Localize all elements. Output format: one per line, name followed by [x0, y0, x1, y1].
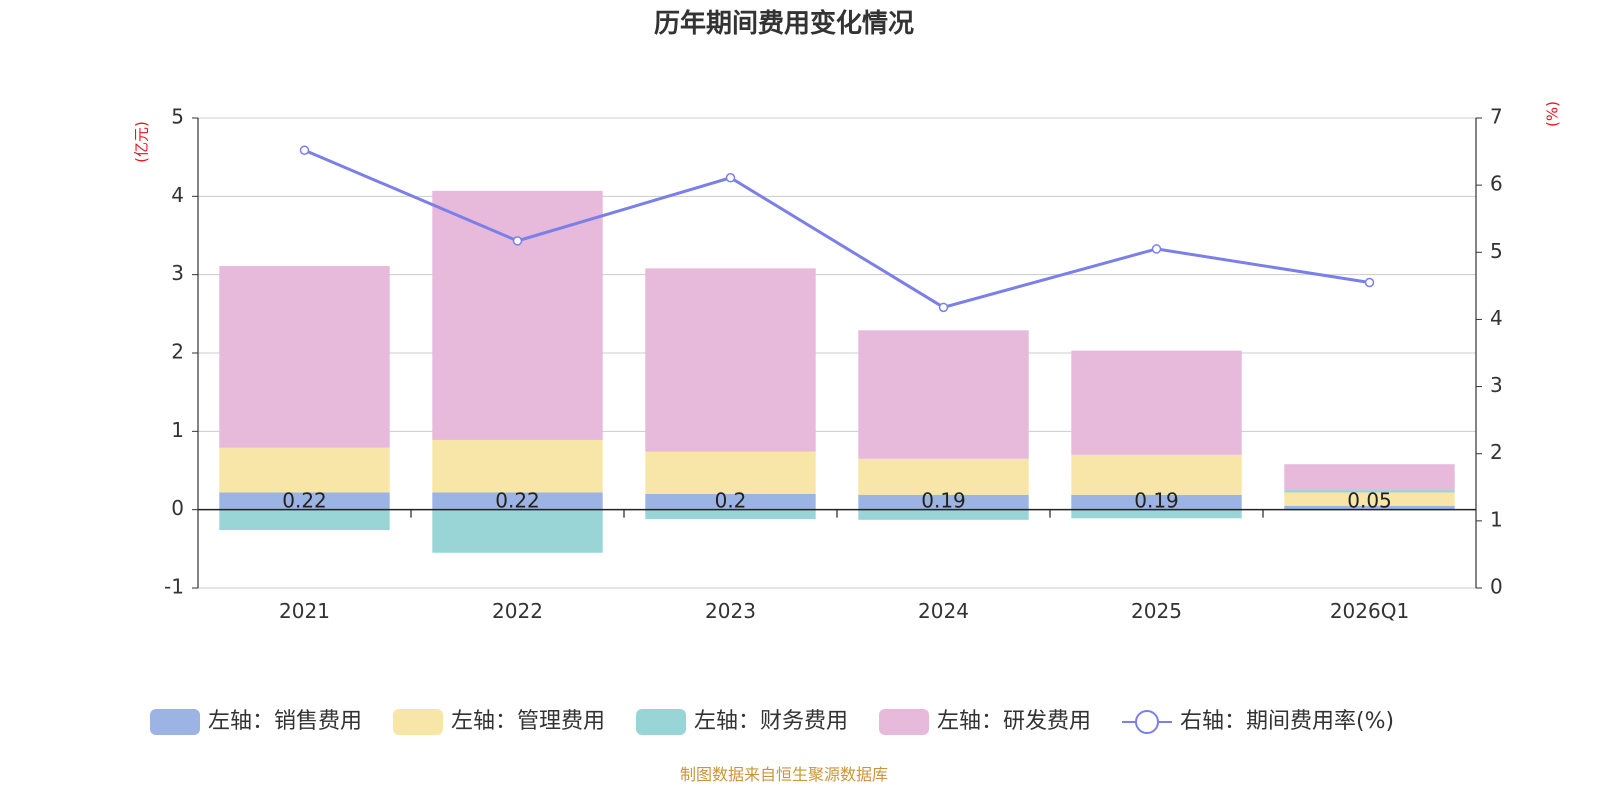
bar-2022-s1 [432, 439, 603, 493]
legend-label: 左轴：财务费用 [694, 709, 848, 734]
bar-2026Q1-s3 [1284, 464, 1455, 491]
rate-point [299, 145, 310, 155]
data-label-sales: 0.2 [715, 489, 747, 513]
legend-swatch-icon [150, 709, 200, 735]
bar-2025-s0 [1071, 494, 1242, 510]
rate-line-path [303, 148, 1370, 309]
data-label-sales: 0.22 [495, 489, 540, 513]
bar-2026Q1-s0 [1284, 505, 1455, 510]
category-label: 2025 [1131, 599, 1182, 623]
rate-line [299, 145, 1375, 313]
right-axis-unit: (%) [1544, 101, 1562, 127]
left-tick-label: -1 [164, 575, 184, 599]
bar-2024-s2 [858, 509, 1029, 520]
bar-2024-s0 [858, 494, 1029, 510]
bar-2024-s3 [858, 330, 1029, 459]
bars [219, 190, 1455, 553]
legend-swatch-icon [879, 709, 929, 735]
chart-title: 历年期间费用变化情况 [654, 8, 914, 39]
right-tick-label: 3 [1490, 373, 1503, 397]
bar-2024-s1 [858, 458, 1029, 495]
left-tick-label: 0 [171, 496, 184, 520]
data-label-sales: 0.22 [282, 489, 327, 513]
axes: 5 4 3 2 1 0 -1 7 6 5 4 3 2 1 0 2021 2022 2023 2024 2025 2026… [164, 105, 1503, 624]
category-label: 2024 [918, 599, 969, 623]
data-labels: 0.22 0.22 0.2 0.19 0.19 0.05 [282, 489, 1392, 513]
category-label: 2026Q1 [1330, 599, 1409, 623]
rate-point [1151, 244, 1162, 254]
bar-2025-s1 [1071, 454, 1242, 495]
category-label: 2022 [492, 599, 543, 623]
rate-point [512, 236, 523, 246]
rate-point [1364, 277, 1375, 288]
right-tick-label: 0 [1490, 575, 1503, 599]
legend-label: 左轴：管理费用 [451, 709, 605, 734]
bar-2026Q1-s1 [1284, 492, 1455, 506]
legend-swatch-icon [636, 709, 686, 735]
bar-2021-s2 [219, 509, 390, 531]
left-tick-label: 4 [171, 183, 184, 207]
category-label: 2023 [705, 599, 756, 623]
bar-2023-s3 [645, 268, 816, 452]
rate-point [938, 302, 949, 313]
legend-marker-icon [1135, 710, 1159, 734]
legend-swatch-icon [393, 709, 443, 735]
bar-2021-s1 [219, 447, 390, 493]
data-label-sales: 0.19 [921, 489, 966, 513]
data-label-sales: 0.19 [1134, 489, 1179, 513]
source-note: 制图数据来自恒生聚源数据库 [680, 765, 888, 784]
legend-label: 右轴：期间费用率(%) [1180, 709, 1394, 734]
left-tick-label: 1 [171, 418, 184, 442]
left-tick-label: 5 [171, 105, 184, 129]
bar-2026Q1-s2 [1284, 490, 1455, 493]
left-tick-label: 3 [171, 261, 184, 285]
left-tick-label: 2 [171, 340, 184, 364]
bar-2025-s3 [1071, 350, 1242, 455]
right-tick-label: 2 [1490, 440, 1503, 464]
category-label: 2021 [279, 599, 330, 623]
right-tick-label: 1 [1490, 507, 1503, 531]
legend-label: 左轴：销售费用 [208, 709, 362, 734]
right-tick-label: 7 [1490, 105, 1503, 129]
bar-2021-s3 [219, 266, 390, 448]
rate-point [725, 173, 736, 183]
legend-label: 左轴：研发费用 [937, 709, 1091, 734]
right-tick-label: 6 [1490, 172, 1503, 196]
right-tick-label: 4 [1490, 306, 1503, 330]
legend: 左轴：销售费用 左轴：管理费用 左轴：财务费用 左轴：研发费用 右轴：期间费用率(%) [150, 709, 1394, 735]
bar-2022-s0 [432, 492, 603, 510]
left-axis-unit: (亿元) [133, 121, 151, 163]
bar-2023-s0 [645, 494, 816, 510]
bar-2025-s2 [1071, 509, 1242, 519]
bar-2022-s3 [432, 190, 603, 440]
bar-2023-s1 [645, 451, 816, 494]
bar-2022-s2 [432, 509, 603, 553]
right-tick-label: 5 [1490, 239, 1503, 263]
data-label-sales: 0.05 [1347, 489, 1392, 513]
bar-2023-s2 [645, 509, 816, 520]
bar-2021-s0 [219, 492, 390, 510]
